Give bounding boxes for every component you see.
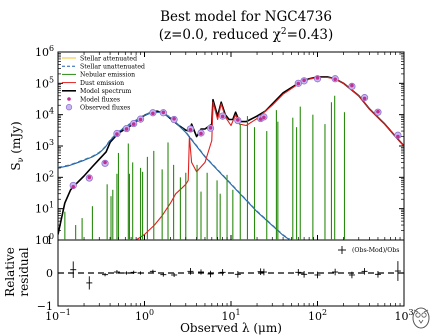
model-flux-point <box>376 109 380 114</box>
y-tick-label: 106 <box>35 44 54 59</box>
resid-y-tick-label: −1 <box>37 300 53 313</box>
model-flux-point <box>131 122 136 126</box>
model-flux-point <box>151 111 155 116</box>
legend-label: Model fluxes <box>80 96 120 103</box>
model-flux-point <box>258 117 263 121</box>
main-plot-area <box>58 75 404 240</box>
model-flux-point <box>199 131 203 136</box>
x-tick-label: 10−1 <box>45 308 71 323</box>
y-tick-label: 101 <box>35 201 54 216</box>
model-flux-point <box>315 76 320 80</box>
legend-label: Stellar unattenuated <box>80 64 145 71</box>
model-flux-point <box>208 126 213 130</box>
model-flux-point <box>71 184 76 189</box>
series-stellar-attenuated <box>58 111 292 240</box>
chart-title-line2: (z=0.0, reduced χ2=0.43) <box>159 27 334 43</box>
resid-y-tick-label: 0 <box>46 267 53 280</box>
series-stellar-unattenuated <box>58 110 292 240</box>
model-flux-point <box>333 77 337 82</box>
model-flux-point <box>138 117 143 122</box>
legend: Stellar attenuated Stellar unattenuatedNe… <box>62 55 399 254</box>
residual-y-label-line2: residual <box>17 247 31 296</box>
legend-marker-model-fluxes <box>67 97 71 101</box>
model-flux-point <box>262 115 266 120</box>
y-tick-label: 104 <box>35 107 54 122</box>
resid-y-tick-label: 1 <box>46 234 53 247</box>
model-flux-point <box>302 78 306 83</box>
legend-marker-observed-fluxes <box>65 104 73 111</box>
model-flux-point <box>396 134 400 139</box>
model-flux-point <box>220 114 225 119</box>
legend-label: Nebular emission <box>80 72 135 79</box>
axes: 10−1 100 101 102 10310010110210310410510610−… <box>35 44 414 323</box>
y-tick-label: 100 <box>35 232 54 247</box>
y-axis-label: Sν (mJy) <box>9 121 25 170</box>
legend-label: Stellar attenuated <box>80 55 137 62</box>
model-flux-point <box>124 127 129 131</box>
x-tick-label: 100 <box>135 308 154 323</box>
model-flux-point <box>115 132 119 136</box>
model-flux-point <box>103 160 107 165</box>
legend-label: Model spectrum <box>80 88 131 95</box>
residual-plot-area <box>58 261 404 290</box>
y-tick-label: 103 <box>35 138 54 153</box>
model-flux-point <box>296 81 301 86</box>
model-flux-point <box>362 96 367 101</box>
x-tick-label: 103 <box>394 308 413 323</box>
model-flux-point <box>87 175 92 180</box>
x-axis-label: Observed λ (μm) <box>180 321 282 335</box>
model-flux-point <box>350 83 354 88</box>
x-tick-label: 101 <box>221 308 240 323</box>
residual-y-label-line1: Relative <box>3 247 17 297</box>
model-flux-point <box>236 118 240 122</box>
chart-title-line1: Best model for NGC4736 <box>160 9 332 25</box>
owl-logo-icon <box>412 307 430 329</box>
model-flux-point <box>161 110 166 115</box>
x-tick-label: 102 <box>308 308 327 323</box>
y-tick-label: 102 <box>35 169 54 184</box>
series-dust-emission <box>135 76 404 240</box>
model-flux-point <box>188 127 193 132</box>
model-flux-point <box>172 116 176 121</box>
legend-label: Dust emission <box>80 80 124 87</box>
legend-label: Observed fluxes <box>80 105 130 112</box>
y-tick-label: 105 <box>35 75 54 90</box>
resid-legend-label: (Obs-Mod)/Obs <box>352 247 399 254</box>
